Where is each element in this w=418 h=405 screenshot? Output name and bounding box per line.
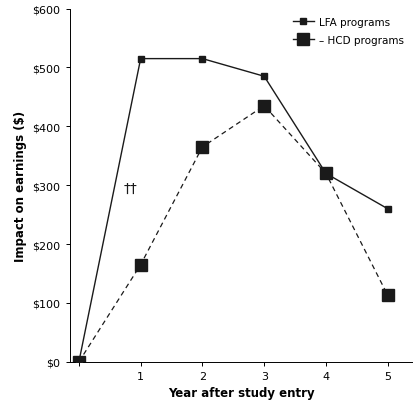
X-axis label: Year after study entry: Year after study entry <box>168 386 314 399</box>
Text: ††: †† <box>123 182 137 196</box>
Y-axis label: Impact on earnings ($): Impact on earnings ($) <box>14 111 27 261</box>
Legend: LFA programs, – HCD programs: LFA programs, – HCD programs <box>290 15 407 49</box>
